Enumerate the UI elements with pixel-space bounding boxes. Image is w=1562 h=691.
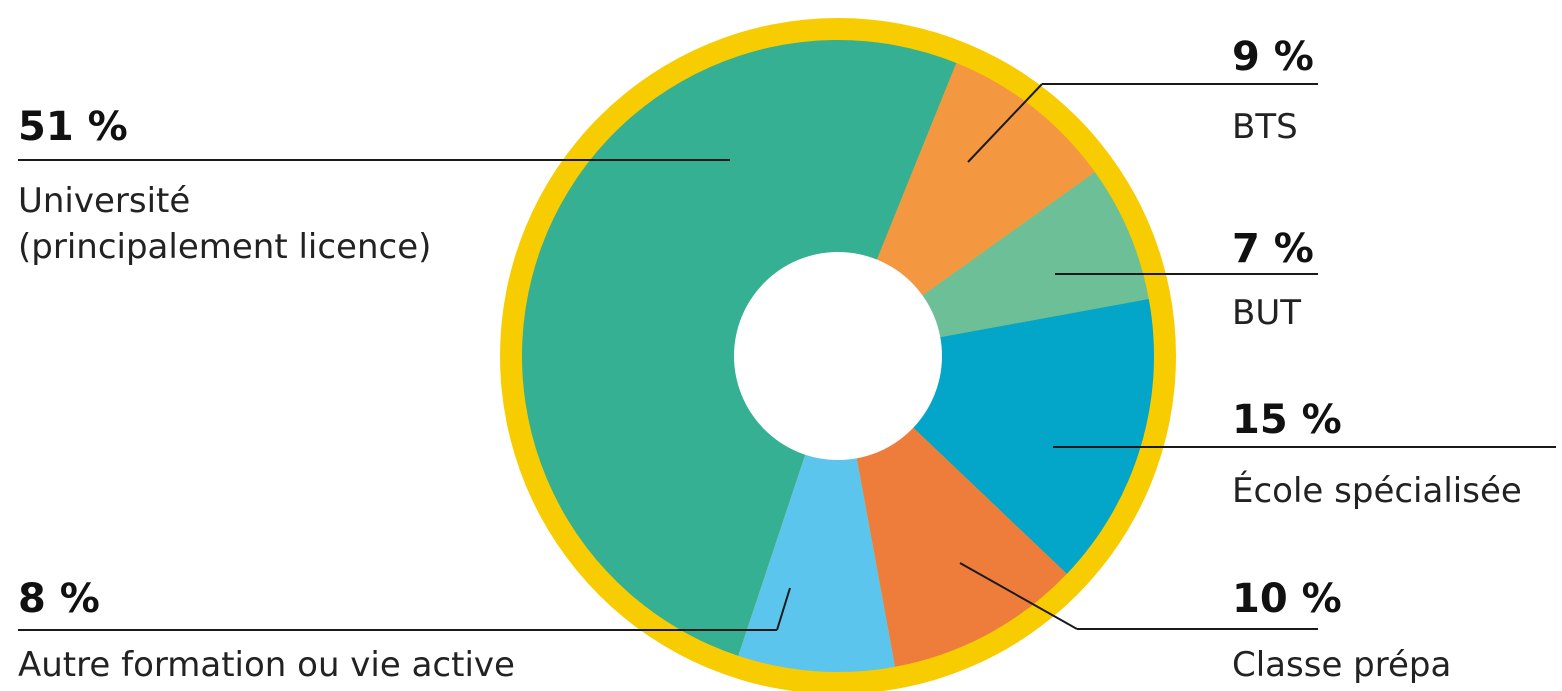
percent-label-0: 51 % xyxy=(18,104,128,150)
category-label-2-line-0: BUT xyxy=(1232,293,1301,333)
percent-label-1: 9 % xyxy=(1232,34,1314,80)
percent-label-3: 15 % xyxy=(1232,397,1342,443)
category-label-0-line-0: Université xyxy=(18,181,190,221)
leader-diagonal-5 xyxy=(776,587,791,631)
leader-diagonal-4 xyxy=(959,562,1078,630)
center-hole xyxy=(734,252,942,460)
category-label-4-line-0: Classe prépa xyxy=(1232,645,1451,685)
percent-label-5: 8 % xyxy=(18,576,100,622)
category-label-5-line-0: Autre formation ou vie active xyxy=(18,645,515,685)
category-label-1-line-0: BTS xyxy=(1232,107,1298,147)
annotations-group: 51 % Université (principalement licence) 9 … xyxy=(18,34,1556,685)
leader-diagonal-1 xyxy=(967,83,1043,163)
percent-label-4: 10 % xyxy=(1232,576,1342,622)
percent-label-2: 7 % xyxy=(1232,226,1314,272)
pie-slice-5 xyxy=(738,356,896,672)
category-label-0-line-1: (principalement licence) xyxy=(18,227,431,267)
category-label-3-line-0: École spécialisée xyxy=(1232,470,1522,511)
